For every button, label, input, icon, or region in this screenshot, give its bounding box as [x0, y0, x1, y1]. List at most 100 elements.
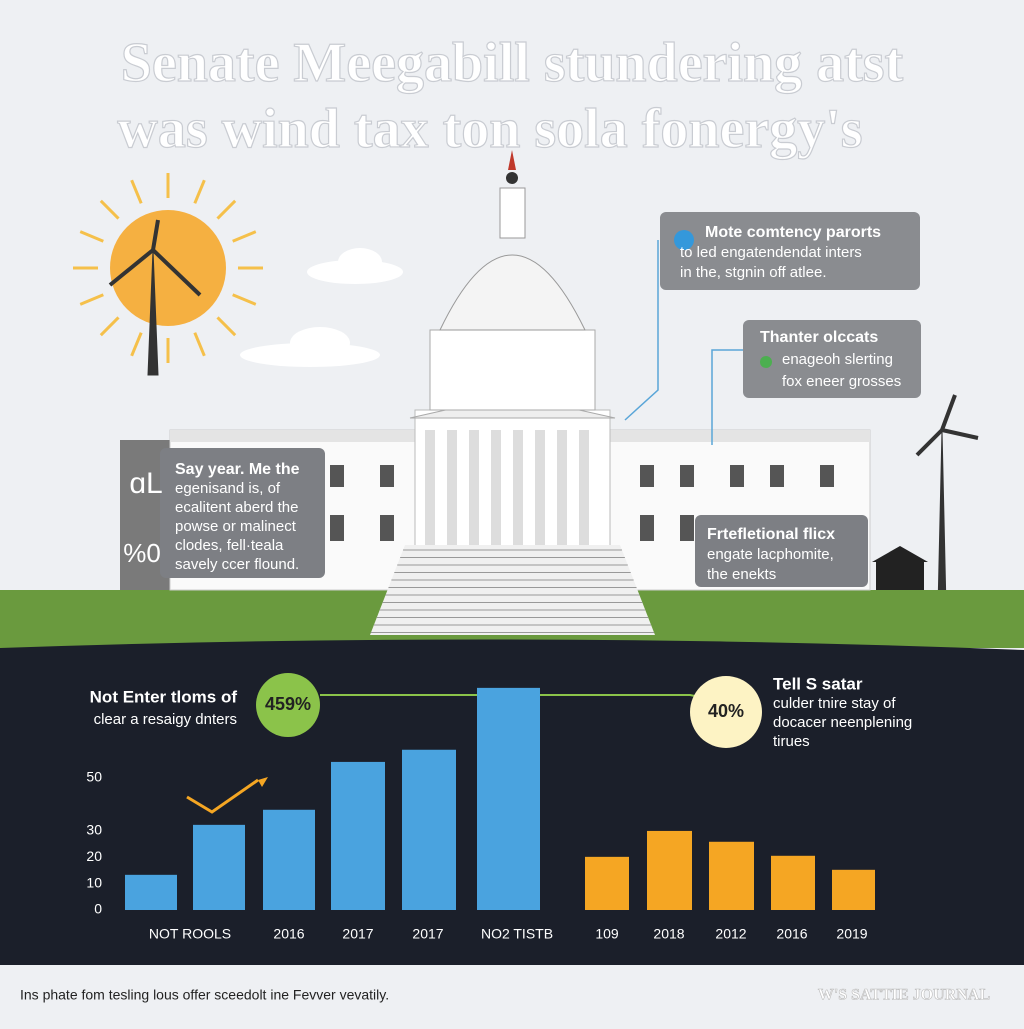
stat-text: culder tnire stay of: [773, 695, 896, 712]
window: [380, 515, 394, 541]
trend-arrow: [258, 777, 268, 787]
badge: [690, 676, 762, 748]
callout-text: ecalitent aberd the: [175, 499, 298, 516]
sun-ray: [232, 230, 257, 243]
side-mark: ɑL: [129, 467, 162, 500]
bar: [832, 869, 875, 910]
stat-text: docacer neenplening: [773, 714, 912, 731]
badge-text: 40%: [708, 701, 744, 721]
sun-ray: [216, 316, 237, 337]
window: [380, 465, 394, 487]
stat-text: clear a resaigy dnters: [94, 711, 237, 728]
window: [680, 515, 694, 541]
callout-text: Thanter olccats: [760, 329, 878, 346]
title-line: Senate Meegabill stundering atst: [121, 32, 904, 94]
window: [820, 465, 834, 487]
callout-box: [695, 515, 868, 587]
callout-text: enageoh slerting: [782, 351, 893, 368]
column: [491, 430, 501, 545]
callout-text: engate lacphomite,: [707, 546, 834, 563]
window: [640, 515, 654, 541]
clouds: [240, 248, 403, 367]
callout-text: fox eneer grosses: [782, 373, 901, 390]
bar: [647, 830, 692, 910]
x-tick-label: 2017: [342, 926, 373, 942]
window: [640, 465, 654, 487]
sun-ray: [130, 179, 143, 204]
x-tick-label: 2017: [412, 926, 443, 942]
icon: [760, 356, 772, 368]
x-tick-label: 2016: [776, 926, 807, 942]
badge: [256, 673, 320, 737]
column: [513, 430, 523, 545]
callout-text: in the, stgnin off atlee.: [680, 264, 827, 281]
bar: [263, 809, 315, 910]
window: [770, 465, 784, 487]
x-tick-label: 2018: [653, 926, 684, 942]
sun-ray: [232, 293, 257, 306]
stat-text: Not Enter tloms of: [90, 687, 238, 706]
trend-arrow: [186, 778, 259, 814]
y-tick-label: 30: [86, 821, 102, 837]
badge-text: 459%: [265, 694, 311, 714]
sun-ray: [79, 293, 104, 306]
stat-text: tirues: [773, 733, 810, 750]
bar: [477, 687, 540, 910]
capitol: [120, 150, 928, 635]
callout-box: [743, 320, 921, 398]
bar: [771, 855, 815, 910]
callout-lines: [624, 240, 745, 445]
y-tick-label: 0: [94, 901, 102, 917]
callout-text: Mote comtency parorts: [705, 224, 881, 241]
callout-text: Frtefletional flicx: [707, 526, 835, 543]
window: [330, 465, 344, 487]
callout-box: [160, 448, 325, 578]
callout-text: powse or malinect: [175, 518, 297, 535]
bar: [331, 761, 385, 910]
callout-text: clodes, fell·teala: [175, 537, 284, 554]
sun-ray: [193, 332, 206, 357]
bar: [402, 749, 456, 910]
sun-ray: [99, 199, 120, 220]
sun-ray: [99, 316, 120, 337]
icon: [674, 230, 694, 250]
sun: [73, 173, 263, 363]
column: [579, 430, 589, 545]
bar: [193, 824, 245, 910]
y-tick-label: 50: [86, 768, 102, 784]
column: [447, 430, 457, 545]
x-tick-label: NO2 TISTB: [481, 926, 553, 942]
column: [469, 430, 479, 545]
x-tick-label: 2012: [715, 926, 746, 942]
column: [557, 430, 567, 545]
bar: [125, 874, 177, 910]
stat-text: Tell S satar: [773, 674, 863, 693]
x-tick-label: NOT ROOLS: [149, 926, 231, 942]
column: [535, 430, 545, 545]
callout-text: egenisand is, of: [175, 480, 281, 497]
x-tick-label: 2016: [273, 926, 304, 942]
sun-ray: [216, 199, 237, 220]
callout-text: savely ccer flound.: [175, 556, 299, 573]
column: [425, 430, 435, 545]
callout-text: the enekts: [707, 566, 776, 583]
window: [330, 515, 344, 541]
x-tick-label: 109: [595, 926, 619, 942]
window: [680, 465, 694, 487]
callout-box: [660, 212, 920, 290]
x-tick-label: 2019: [836, 926, 867, 942]
y-tick-label: 20: [86, 848, 102, 864]
side-mark: %0: [123, 538, 161, 568]
title-line: was wind tax ton sola fonergy's: [117, 98, 862, 160]
bar: [585, 856, 629, 910]
callout-text: Say year. Me the: [175, 461, 300, 478]
window: [730, 465, 744, 487]
y-tick-label: 10: [86, 874, 102, 890]
wind-turbine: [108, 219, 979, 609]
sun-ray: [130, 332, 143, 357]
sun-ray: [79, 230, 104, 243]
sun-ray: [193, 179, 206, 204]
bar: [709, 841, 754, 910]
footer-caption: Ins phate fom tesling lous offer sceedol…: [20, 987, 389, 1003]
